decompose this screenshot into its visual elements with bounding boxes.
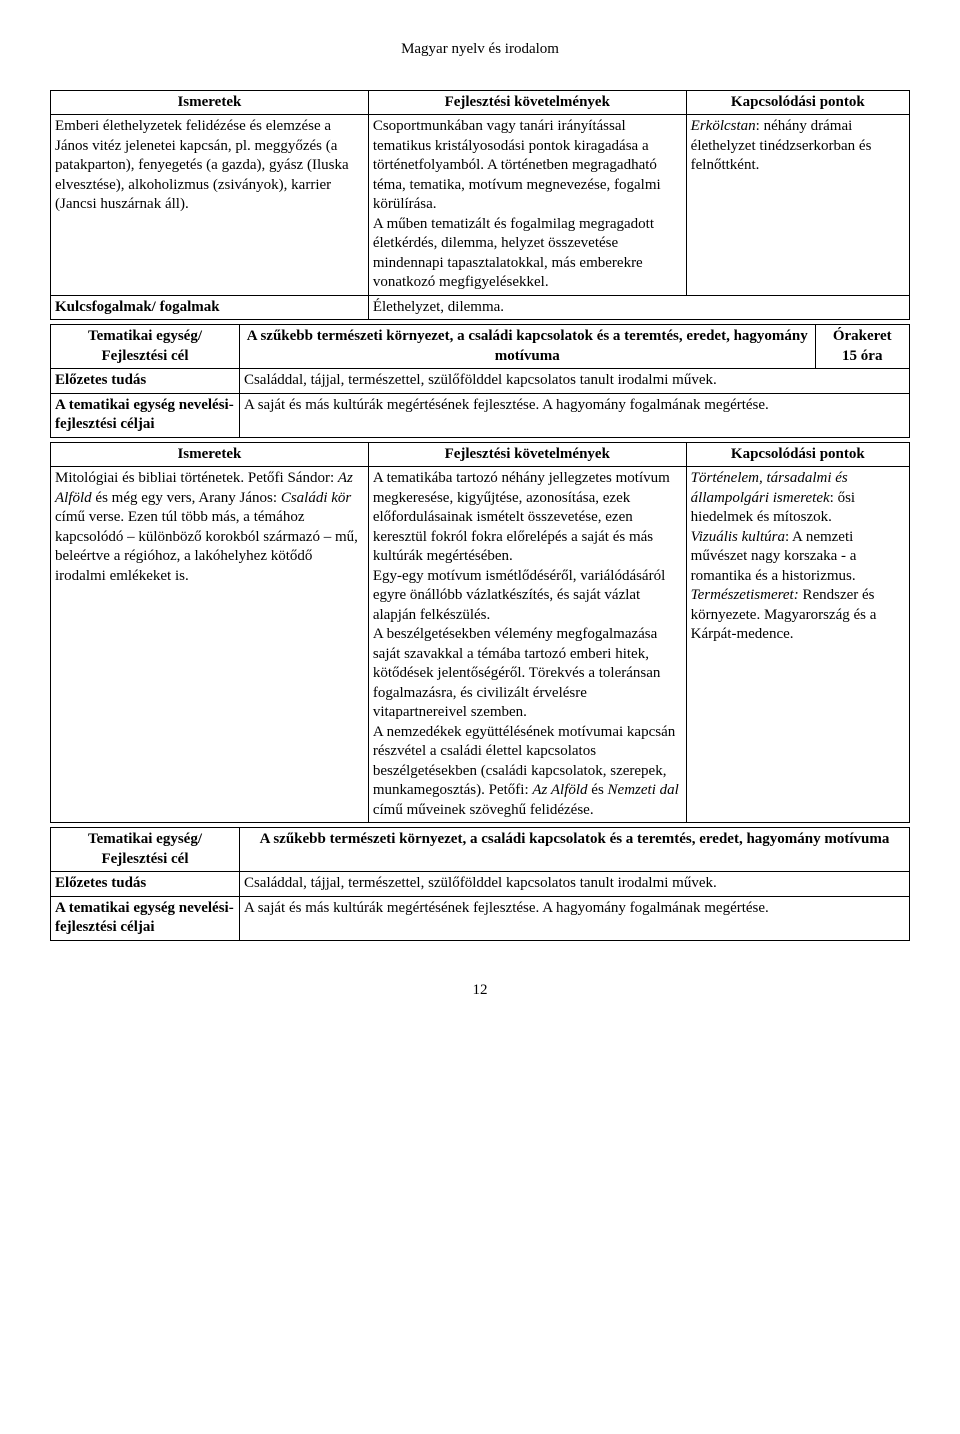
text-italic: Családi kör bbox=[281, 490, 351, 506]
celjai-value: A saját és más kultúrák megértésének fej… bbox=[239, 393, 909, 437]
text-italic: Nemzeti dal bbox=[608, 782, 679, 798]
celjai-label: A tematikai egység nevelési-fejlesztési … bbox=[51, 393, 240, 437]
header-fejlesztesi: Fejlesztési követelmények bbox=[368, 90, 686, 115]
tematikai-label: Tematikai egység/ Fejlesztési cél bbox=[51, 828, 240, 872]
text: A tematikába tartozó néhány jellegzetes … bbox=[373, 470, 675, 798]
tematikai-title: A szűkebb természeti környezet, a család… bbox=[239, 828, 909, 872]
cell-ismeretek: Emberi élethelyzetek felidézése és elemz… bbox=[51, 115, 369, 296]
table-4: Tematikai egység/ Fejlesztési cél A szűk… bbox=[50, 827, 910, 941]
table-3: Ismeretek Fejlesztési követelmények Kapc… bbox=[50, 442, 910, 824]
kulcsfogalmak-label: Kulcsfogalmak/ fogalmak bbox=[51, 295, 369, 320]
header-ismeretek: Ismeretek bbox=[51, 442, 369, 467]
cell-kapcsolodasi: Erkölcstan: néhány drámai élethelyzet ti… bbox=[686, 115, 909, 296]
text: Mitológiai és bibliai történetek. Petőfi… bbox=[55, 470, 338, 486]
table-row: Tematikai egység/ Fejlesztési cél A szűk… bbox=[51, 325, 910, 369]
table-row: Ismeretek Fejlesztési követelmények Kapc… bbox=[51, 442, 910, 467]
celjai-value: A saját és más kultúrák megértésének fej… bbox=[239, 896, 909, 940]
table-1: Ismeretek Fejlesztési követelmények Kapc… bbox=[50, 90, 910, 321]
header-fejlesztesi: Fejlesztési követelmények bbox=[368, 442, 686, 467]
header-kapcsolodasi: Kapcsolódási pontok bbox=[686, 90, 909, 115]
text: című verse. Ezen túl több más, a témához… bbox=[55, 509, 358, 584]
table-row: Kulcsfogalmak/ fogalmak Élethelyzet, dil… bbox=[51, 295, 910, 320]
text: című műveinek szöveghű felidézése. bbox=[373, 802, 594, 818]
elozetes-label: Előzetes tudás bbox=[51, 872, 240, 897]
table-2: Tematikai egység/ Fejlesztési cél A szűk… bbox=[50, 324, 910, 438]
text: és bbox=[588, 782, 608, 798]
tematikai-label: Tematikai egység/ Fejlesztési cél bbox=[51, 325, 240, 369]
elozetes-value: Családdal, tájjal, természettel, szülőfö… bbox=[239, 872, 909, 897]
header-kapcsolodasi: Kapcsolódási pontok bbox=[686, 442, 909, 467]
kap-label: Erkölcstan bbox=[691, 118, 756, 134]
table-row: Tematikai egység/ Fejlesztési cél A szűk… bbox=[51, 828, 910, 872]
kap-label: Vizuális kultúra bbox=[691, 529, 785, 545]
cell-fejlesztesi: Csoportmunkában vagy tanári irányítással… bbox=[368, 115, 686, 296]
text: és még egy vers, Arany János: bbox=[92, 490, 281, 506]
elozetes-value: Családdal, tájjal, természettel, szülőfö… bbox=[239, 369, 909, 394]
orakeret: Órakeret 15 óra bbox=[815, 325, 909, 369]
table-row: A tematikai egység nevelési-fejlesztési … bbox=[51, 393, 910, 437]
header-ismeretek: Ismeretek bbox=[51, 90, 369, 115]
celjai-label: A tematikai egység nevelési-fejlesztési … bbox=[51, 896, 240, 940]
kap-label: Történelem, társadalmi és állampolgári i… bbox=[691, 470, 848, 506]
cell-ismeretek: Mitológiai és bibliai történetek. Petőfi… bbox=[51, 467, 369, 823]
elozetes-label: Előzetes tudás bbox=[51, 369, 240, 394]
orakeret-value: 15 óra bbox=[842, 348, 882, 364]
cell-kapcsolodasi: Történelem, társadalmi és állampolgári i… bbox=[686, 467, 909, 823]
table-row: Mitológiai és bibliai történetek. Petőfi… bbox=[51, 467, 910, 823]
kulcsfogalmak-value: Élethelyzet, dilemma. bbox=[368, 295, 909, 320]
page-title: Magyar nyelv és irodalom bbox=[50, 40, 910, 60]
cell-fejlesztesi: A tematikába tartozó néhány jellegzetes … bbox=[368, 467, 686, 823]
table-row: A tematikai egység nevelési-fejlesztési … bbox=[51, 896, 910, 940]
text-italic: Az Alföld bbox=[532, 782, 587, 798]
orakeret-label: Órakeret bbox=[833, 328, 892, 344]
tematikai-title: A szűkebb természeti környezet, a család… bbox=[239, 325, 815, 369]
table-row: Előzetes tudás Családdal, tájjal, termés… bbox=[51, 872, 910, 897]
page-number: 12 bbox=[50, 981, 910, 1001]
table-row: Emberi élethelyzetek felidézése és elemz… bbox=[51, 115, 910, 296]
table-row: Ismeretek Fejlesztési követelmények Kapc… bbox=[51, 90, 910, 115]
table-row: Előzetes tudás Családdal, tájjal, termés… bbox=[51, 369, 910, 394]
kap-label: Természetismeret: bbox=[691, 587, 799, 603]
